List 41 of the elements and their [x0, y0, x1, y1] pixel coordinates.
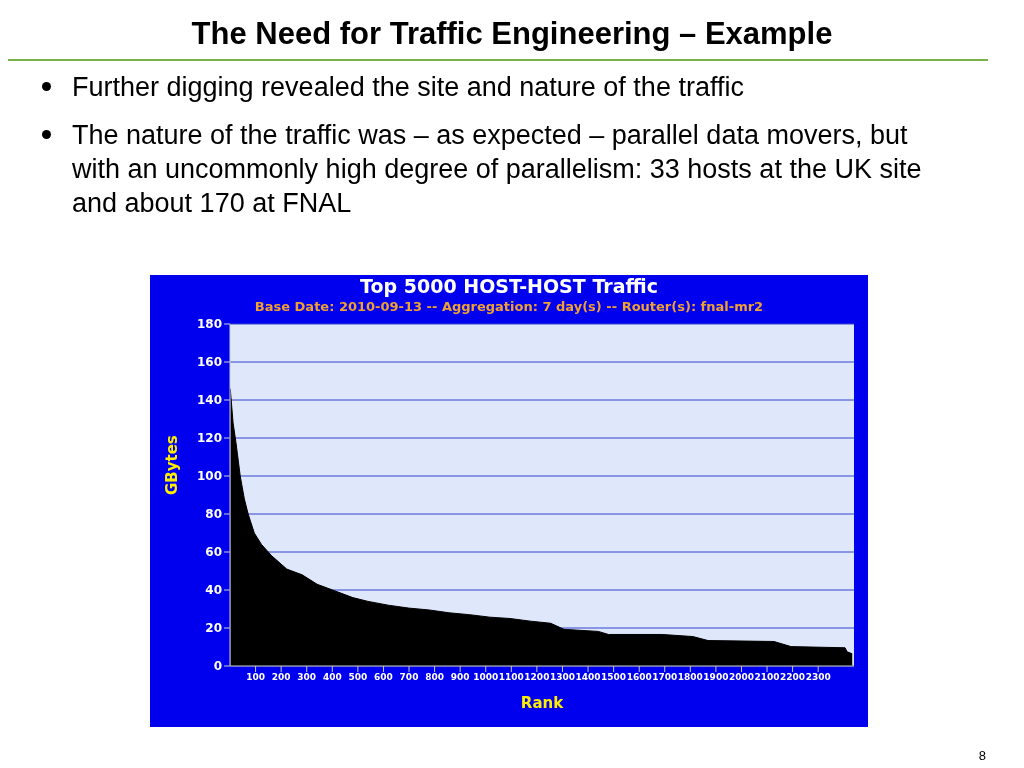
text: The nature of the traffic was – as expected – parallel data movers, but with an uncommonly high degree of parallelism: 33 hosts at the UK site and about 170 at FNAL — [71, 119, 923, 220]
x-tick-label: 1100 — [498, 672, 524, 683]
x-tick-label: 600 — [374, 672, 393, 683]
x-tick-label: 400 — [322, 672, 342, 683]
x-tick-label: 1300 — [549, 672, 575, 683]
y-tick-label: 0 — [213, 659, 222, 674]
x-tick-label: 1400 — [575, 672, 601, 683]
x-tick-label: 2200 — [780, 672, 806, 683]
text: 8 — [978, 748, 986, 763]
y-tick-label: 60 — [205, 545, 222, 560]
y-tick-label: 80 — [205, 507, 222, 522]
x-tick-label: 1000 — [473, 672, 499, 683]
x-tick-label: 2100 — [754, 672, 780, 683]
text: Further digging revealed the site and nature of the traffic — [71, 71, 745, 104]
x-tick-label: 2000 — [728, 672, 755, 683]
x-tick-label: 900 — [450, 672, 470, 683]
y-tick-label: 100 — [196, 469, 222, 484]
y-tick-label: 40 — [205, 583, 222, 598]
x-tick-label: 500 — [348, 672, 368, 683]
x-tick-label: 800 — [425, 672, 444, 683]
x-tick-label: 1700 — [652, 672, 678, 683]
x-tick-label: 2300 — [805, 672, 831, 683]
y-tick-label: 140 — [196, 393, 222, 408]
x-tick-label: 1500 — [601, 672, 627, 683]
x-tick-label: 700 — [399, 672, 419, 683]
x-tick-label: 1200 — [524, 672, 550, 683]
x-tick-label: 100 — [246, 672, 265, 683]
chart-subtitle: Base Date: 2010-09-13 -- Aggregation: 7 day(s) -- Router(s): fnal-mr2 — [253, 299, 765, 314]
x-tick-label: 300 — [297, 672, 317, 683]
y-tick-label: 180 — [196, 317, 222, 332]
chart-title: Top 5000 HOST-HOST Traffic — [359, 275, 659, 297]
x-tick-label: 1800 — [677, 672, 703, 683]
y-tick-label: 160 — [196, 355, 222, 370]
y-axis-title: GBytes — [163, 435, 182, 495]
x-axis-title: Rank — [520, 694, 565, 712]
x-tick-label: 1900 — [703, 672, 729, 683]
y-tick-label: 20 — [205, 621, 222, 636]
x-tick-label: 200 — [271, 672, 291, 683]
x-tick-label: 1600 — [626, 672, 652, 683]
y-tick-label: 120 — [196, 431, 222, 446]
text: The Need for Traffic Engineering – Example — [190, 16, 834, 52]
